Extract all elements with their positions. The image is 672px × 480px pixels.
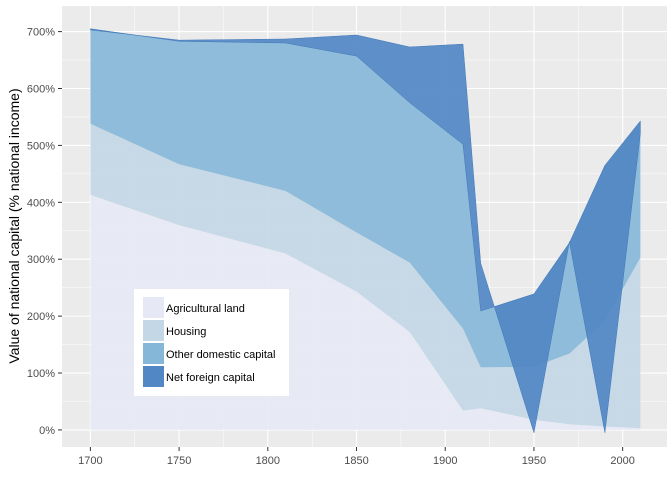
x-tick-label: 1900 xyxy=(433,455,457,467)
legend-swatch xyxy=(143,320,164,341)
area-housing xyxy=(90,123,641,429)
legend-swatch xyxy=(143,343,164,364)
legend-label: Housing xyxy=(166,326,206,338)
x-tick-label: 1700 xyxy=(78,455,102,467)
legend-label: Net foreign capital xyxy=(166,372,255,384)
y-tick-label: 500% xyxy=(27,140,55,152)
legend-label: Agricultural land xyxy=(166,303,245,315)
y-axis: 0% 100% 200% 300% 400% 500% 600% 700% xyxy=(27,27,62,437)
legend: Agricultural land Housing Other domestic c… xyxy=(134,289,289,396)
x-axis: 1700 1750 1800 1850 1900 1950 2000 xyxy=(78,447,635,467)
y-tick-label: 600% xyxy=(27,84,55,96)
y-tick-label: 400% xyxy=(27,197,55,209)
y-tick-label: 100% xyxy=(27,368,55,380)
x-tick-label: 2000 xyxy=(610,455,634,467)
y-tick-label: 300% xyxy=(27,254,55,266)
legend-label: Other domestic capital xyxy=(166,349,275,361)
x-tick-label: 1800 xyxy=(256,455,280,467)
area-other-domestic-capital xyxy=(90,28,641,368)
x-tick-label: 1750 xyxy=(167,455,191,467)
legend-swatch xyxy=(143,297,164,318)
y-tick-label: 0% xyxy=(39,425,55,437)
y-tick-label: 700% xyxy=(27,27,55,39)
x-tick-label: 1850 xyxy=(344,455,368,467)
legend-swatch xyxy=(143,366,164,387)
y-tick-label: 200% xyxy=(27,311,55,323)
y-axis-title: Value of national capital (% national in… xyxy=(6,88,22,363)
area-net-foreign-capital xyxy=(90,28,641,433)
x-tick-label: 1950 xyxy=(522,455,546,467)
